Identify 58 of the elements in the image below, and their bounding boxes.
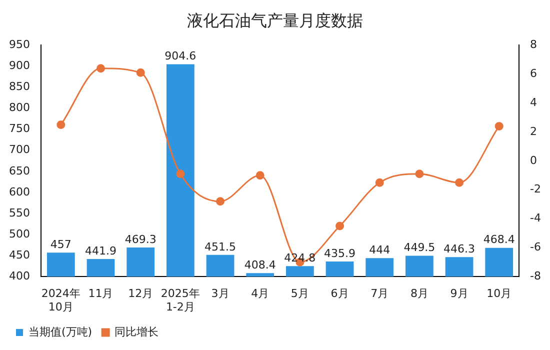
point xyxy=(455,178,464,187)
data-label: 444 xyxy=(369,243,390,256)
x-tick-label: 6月 xyxy=(330,287,349,300)
y-tick-label: 900 xyxy=(8,59,30,72)
y-tick-label: 850 xyxy=(8,80,30,94)
point xyxy=(136,68,145,77)
data-label: 446.3 xyxy=(444,242,476,256)
y2-tick-label: -4 xyxy=(530,212,541,225)
y-tick-label: 750 xyxy=(8,122,30,136)
point xyxy=(216,197,225,206)
x-tick-label: 5月 xyxy=(290,287,309,300)
data-label: 457 xyxy=(50,238,72,251)
point xyxy=(336,222,344,230)
y2-tick-label: 6 xyxy=(530,66,538,80)
x-tick-label: 11月 xyxy=(88,287,114,300)
data-label: 904.6 xyxy=(164,50,196,63)
y-tick-label: 950 xyxy=(8,38,30,52)
y-tick-label: 650 xyxy=(8,164,30,178)
y-tick-label: 450 xyxy=(8,248,30,262)
legend-label: 同比增长 xyxy=(114,325,159,338)
x-tick-label: 7月 xyxy=(370,287,389,300)
y2-tick-label: -8 xyxy=(530,269,541,282)
chart-title: 液化石油气产量月度数据 xyxy=(187,10,363,30)
point xyxy=(256,171,264,180)
point xyxy=(375,178,384,187)
y-tick-label: 600 xyxy=(8,185,30,198)
data-label: 469.3 xyxy=(124,232,156,246)
x-tick-label: 2024年 10月 xyxy=(41,287,80,314)
y2-tick-label: -2 xyxy=(530,182,541,196)
y2-tick-label: -6 xyxy=(530,240,541,254)
point xyxy=(96,64,105,73)
y2-tick-label: 8 xyxy=(530,38,538,52)
legend-label: 当期值(万吨) xyxy=(28,325,92,338)
point xyxy=(415,170,424,178)
data-label: 441.9 xyxy=(85,244,116,258)
data-label: 449.5 xyxy=(404,241,436,254)
x-tick-label: 3月 xyxy=(211,287,230,300)
point xyxy=(176,170,185,178)
x-tick-label: 8月 xyxy=(410,287,428,300)
point xyxy=(56,120,66,129)
y-tick-label: 400 xyxy=(8,269,30,282)
x-tick-label: 4月 xyxy=(251,287,270,300)
x-tick-label: 12月 xyxy=(128,287,154,300)
y-tick-label: 700 xyxy=(8,143,30,156)
data-label: 435.9 xyxy=(324,246,356,260)
data-label: 408.4 xyxy=(244,258,276,272)
y2-tick-label: 2 xyxy=(530,124,538,138)
y2-tick-label: 4 xyxy=(530,96,538,109)
x-tick-label: 2025年 1-2月 xyxy=(160,287,200,314)
y-tick-label: 500 xyxy=(8,227,30,240)
x-tick-label: 10月 xyxy=(486,287,512,300)
point xyxy=(494,122,504,130)
y-tick-label: 550 xyxy=(8,206,30,220)
x-tick-label: 9月 xyxy=(450,287,468,300)
y-tick-label: 800 xyxy=(8,101,30,114)
data-label: 468.4 xyxy=(483,233,515,246)
y2-tick-label: 0 xyxy=(530,154,538,167)
data-label: 451.5 xyxy=(204,240,236,254)
